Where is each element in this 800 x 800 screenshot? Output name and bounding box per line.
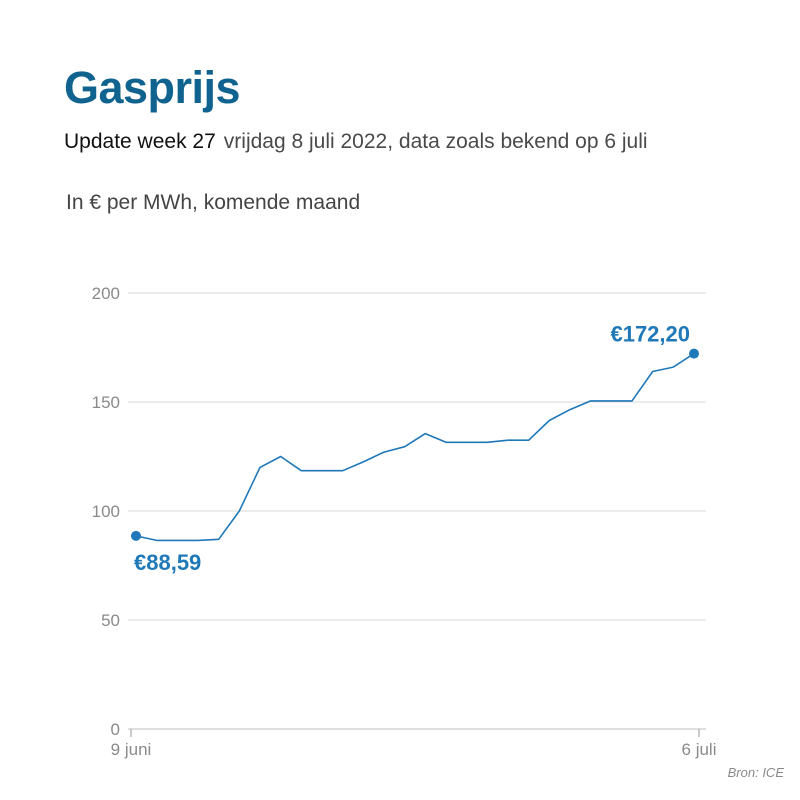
chart-title: Gasprijs [64, 62, 241, 113]
chart-subtitle: Update week 27 vrijdag 8 juli 2022, data … [64, 130, 648, 154]
y-tick-label: 100 [92, 502, 120, 521]
source-note: Bron: ICE [727, 765, 784, 780]
y-axis-ticks: 0 50 100 150 200 [92, 284, 120, 739]
y-tick-label: 50 [101, 611, 120, 630]
x-tick-label: 9 juni [111, 740, 152, 759]
update-date-label: vrijdag 8 juli 2022, data zoals bekend o… [223, 130, 648, 153]
y-tick-label: 200 [92, 284, 120, 303]
x-tick-label: 6 juli [682, 740, 717, 759]
y-tick-label: 0 [111, 720, 120, 739]
end-point-marker [689, 348, 699, 359]
update-week-label: Update week 27 [64, 130, 216, 153]
x-axis: 9 juni 6 juli [111, 729, 717, 759]
start-point-marker [131, 530, 141, 541]
series-line [135, 352, 695, 542]
gridlines [128, 292, 706, 730]
start-value-label: €88,59 [134, 550, 201, 575]
end-value-label: €172,20 [610, 322, 690, 347]
value-labels: €88,59 €172,20 [134, 322, 690, 575]
y-axis-unit-label: In € per MWh, komende maand [66, 191, 361, 214]
y-tick-label: 150 [92, 393, 120, 412]
series-line-group [131, 348, 699, 542]
